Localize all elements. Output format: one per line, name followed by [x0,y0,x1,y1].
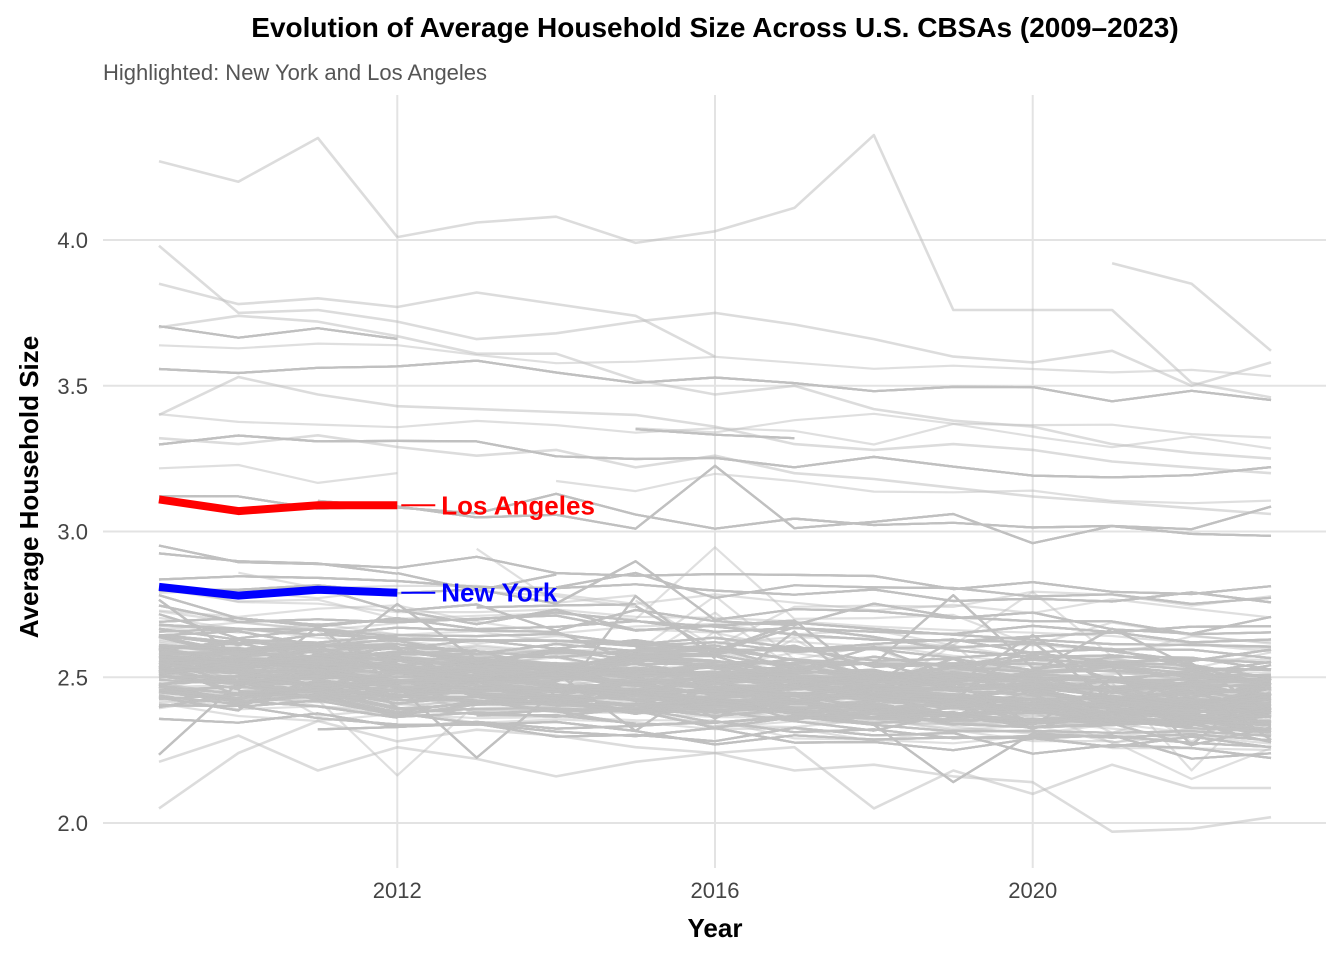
background-series-line [158,325,398,340]
background-series-line [158,375,1272,475]
y-tick-label: 2.0 [57,811,88,836]
background-series-line [397,133,1272,399]
background-series-line [158,314,1272,460]
background-series-line [158,642,398,660]
background-series-line [158,594,1272,644]
x-tick-label: 2012 [373,878,422,903]
background-series-line [158,575,1272,604]
x-axis-ticks: 2012 2016 2020 [373,878,1057,903]
background-series-line [158,692,1272,731]
background-series-line [158,136,399,238]
x-tick-label: 2016 [691,878,740,903]
y-tick-label: 3.5 [57,374,88,399]
background-series-line [476,590,636,609]
background-series-line [555,662,716,678]
background-series-line [158,653,1272,708]
y-tick-label: 2.5 [57,665,88,690]
background-series-line [158,640,1272,707]
y-axis-ticks: 2.0 2.5 3.0 3.5 4.0 [57,228,88,836]
background-series-line [635,412,1272,439]
background-series-line [238,698,1272,727]
highlighted-series-group: Los Angeles New York [158,490,595,608]
background-series-line [317,652,477,658]
background-series-line [397,608,1272,684]
background-series-line [158,704,1272,749]
x-axis-title: Year [688,913,743,943]
new-york-series-label: New York [441,578,558,608]
background-series-line [317,720,1272,748]
background-series-line [158,681,1272,777]
background-series-line [158,342,1272,378]
background-series-line [476,603,636,609]
background-series-line [158,684,1272,744]
background-series-line [397,572,557,592]
background-series-line [158,463,398,484]
los-angeles-series-label: Los Angeles [441,490,595,520]
background-series-line [476,647,1272,675]
background-series-line [158,413,1272,450]
los-angeles-series-line [158,495,398,516]
background-series-line [158,433,1272,516]
background-series-line [158,282,716,358]
x-tick-label: 2020 [1008,878,1057,903]
background-series-line [158,693,1272,737]
background-series-line [158,642,1272,682]
background-series-line [158,719,1271,810]
chart-subtitle: Highlighted: New York and Los Angeles [103,60,488,85]
background-series-line [158,586,1272,636]
background-series-line [158,693,1272,781]
background-series-line [158,244,1272,388]
chart-title: Evolution of Average Household Size Acro… [251,12,1179,43]
background-series-line [158,359,1272,403]
background-series-line [158,660,1272,706]
background-series-line [397,668,1272,691]
y-tick-label: 3.0 [57,520,88,545]
y-axis-title: Average Household Size [14,336,44,638]
y-tick-label: 4.0 [57,228,88,253]
background-series-line [158,655,398,671]
background-series-line [158,630,1272,680]
background-series-line [158,675,1272,724]
background-series-line [1111,262,1272,352]
background-series-line [555,571,1272,606]
new-york-series-line [158,582,398,600]
background-series-line [158,544,1272,596]
background-series-line [635,590,1272,649]
background-series-line [635,594,1272,671]
background-series-group [158,133,1272,834]
background-series-line [158,434,1272,479]
background-series-line [555,472,1272,505]
